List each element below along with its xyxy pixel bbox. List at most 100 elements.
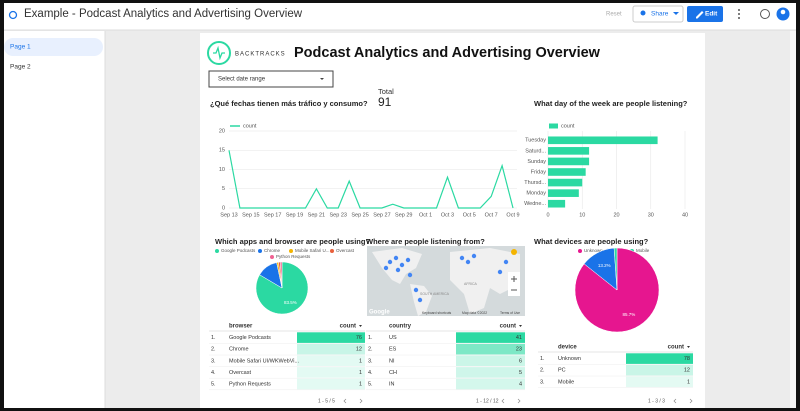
page-prev[interactable] xyxy=(501,398,505,404)
report-name: Example - Podcast Analytics and Advertis… xyxy=(24,8,303,20)
legend-swatch xyxy=(330,249,334,253)
heat-cell xyxy=(297,355,365,367)
table-cell: 1 xyxy=(359,358,362,364)
slice-label: 13.2% xyxy=(598,263,611,268)
row-number: 4. xyxy=(368,370,373,376)
row-number: 1. xyxy=(211,335,216,341)
legend-swatch xyxy=(578,249,582,253)
report-title: Podcast Analytics and Advertising Overvi… xyxy=(294,45,601,61)
map[interactable]: AFRICA SOUTH AMERICA Google Keyboard sho… xyxy=(367,246,525,316)
bar xyxy=(548,157,590,166)
page-link[interactable]: Page 1 xyxy=(10,44,31,51)
bar xyxy=(548,136,658,145)
row-number: 3. xyxy=(368,358,373,364)
table-cell: 78 xyxy=(684,356,690,362)
heat-cell xyxy=(626,353,693,364)
page-selected[interactable] xyxy=(4,38,103,56)
table-cell: Mobile Safari UI/WKWebVi... xyxy=(229,358,300,364)
table-cell: 4 xyxy=(519,381,522,387)
scorecard-label: Total xyxy=(378,87,394,96)
table-cell: 12 xyxy=(684,368,690,374)
heat-cell xyxy=(297,332,365,343)
table-cell: Google Podcasts xyxy=(229,335,271,341)
bar xyxy=(548,147,590,155)
date-picker[interactable] xyxy=(208,70,334,88)
date-picker-label: Select date range xyxy=(218,77,266,83)
heat-cell xyxy=(297,343,365,355)
table-cell: 12 xyxy=(356,347,362,353)
map-title: Where are people listening from? xyxy=(366,237,485,246)
legend-swatch xyxy=(549,123,558,129)
legend-label: count xyxy=(561,123,575,129)
more-menu[interactable] xyxy=(738,9,740,19)
scrollbar[interactable] xyxy=(790,31,796,408)
street-view[interactable] xyxy=(511,249,517,255)
pie-slice xyxy=(279,261,283,289)
x-tick-label: Oct 5 xyxy=(463,212,476,218)
bar xyxy=(548,178,583,187)
heat-cell xyxy=(626,364,693,376)
pagination: 1 - 12 / 12 xyxy=(476,398,499,404)
row-number: 4. xyxy=(211,370,216,376)
chart-title: What day of the week are people listenin… xyxy=(534,99,688,108)
table-cell: 1 xyxy=(359,370,362,376)
legend-label: Chrome xyxy=(264,248,281,253)
legend-swatch xyxy=(215,249,219,253)
table-cell: 5 xyxy=(519,370,522,376)
y-tick-label: 5 xyxy=(222,186,225,192)
table-cell: ES xyxy=(389,347,397,353)
x-tick-label: 40 xyxy=(682,212,688,218)
table-cell: 76 xyxy=(356,335,362,341)
reset-button[interactable]: Reset xyxy=(606,12,622,18)
x-tick-label: Sep 19 xyxy=(286,212,303,218)
report-canvas xyxy=(200,33,705,408)
heat-cell xyxy=(456,355,525,367)
row-number: 3. xyxy=(211,358,216,364)
legend-label: Unknown xyxy=(584,248,603,253)
page-prev[interactable] xyxy=(343,398,347,404)
pie-slice xyxy=(574,247,660,333)
table-cell: 41 xyxy=(516,335,522,341)
x-tick-label: Sep 13 xyxy=(220,212,237,218)
table-cell: Mobile xyxy=(558,379,574,385)
app-logo[interactable] xyxy=(8,10,18,20)
page-next[interactable] xyxy=(689,398,693,404)
row-number: 2. xyxy=(540,368,545,374)
heat-cell xyxy=(456,378,525,390)
table-cell: NI xyxy=(389,358,395,364)
sort-arrow xyxy=(687,346,690,348)
table-header: browser xyxy=(229,324,253,330)
table-header: count xyxy=(340,324,356,330)
map-attribution: Map data ©2022 xyxy=(462,311,487,315)
y-tick-label: 20 xyxy=(219,128,225,134)
legend-swatch xyxy=(258,249,262,253)
table-header: count xyxy=(500,324,516,330)
share-button[interactable] xyxy=(632,5,684,23)
legend-label: count xyxy=(243,123,257,129)
map-attribution: Terms of Use xyxy=(500,311,520,315)
page-prev[interactable] xyxy=(673,398,677,404)
line-series xyxy=(228,150,514,209)
heat-cell xyxy=(456,332,525,343)
x-tick-label: Sep 17 xyxy=(264,212,281,218)
sidebar xyxy=(4,31,105,408)
table-cell: IN xyxy=(389,381,395,387)
heat-cell xyxy=(297,378,365,390)
row-number: 3. xyxy=(540,379,545,385)
table-header: count xyxy=(668,345,684,351)
table-cell: Overcast xyxy=(229,370,251,376)
page-next[interactable] xyxy=(517,398,521,404)
edit-icon xyxy=(696,11,704,19)
map-zoom[interactable] xyxy=(508,272,520,296)
sort-arrow xyxy=(359,325,362,327)
share-menu[interactable] xyxy=(673,12,679,15)
pagination: 1 - 3 / 3 xyxy=(648,398,665,404)
date-picker-arrow xyxy=(320,78,324,80)
legend-swatch xyxy=(270,255,274,259)
page-next[interactable] xyxy=(359,398,363,404)
help-icon[interactable] xyxy=(760,9,770,19)
chart-title: ¿Qué fechas tienen más tráfico y consumo… xyxy=(210,99,368,108)
page-link[interactable]: Page 2 xyxy=(10,64,31,71)
